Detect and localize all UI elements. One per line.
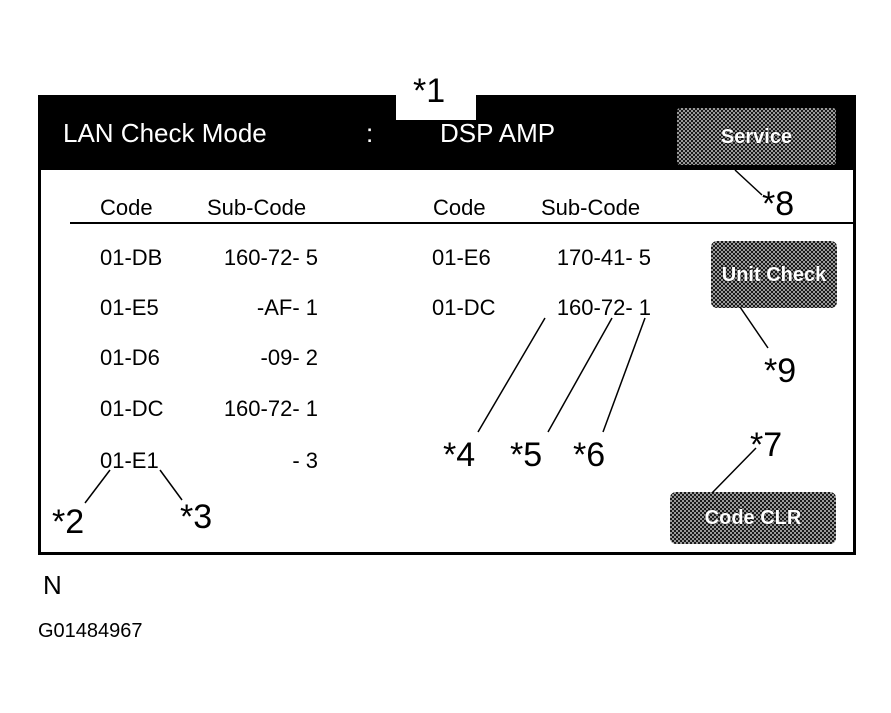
code-clr-button[interactable]: Code CLR (670, 492, 836, 544)
left-code-5: 01-E1 (100, 448, 159, 473)
callout-9: *9 (764, 352, 797, 390)
left-subcode-4: 160-72- 1 (223, 396, 318, 421)
col-subcode-right: Sub-Code (541, 195, 641, 220)
callout-8: *8 (762, 185, 795, 223)
callout-1: *1 (413, 72, 446, 110)
callout-3: *3 (180, 498, 213, 536)
header-divider (70, 222, 853, 224)
right-subcode-2: 160-72- 1 (556, 295, 651, 320)
leader-6 (602, 317, 646, 433)
callout-4: *4 (443, 436, 476, 474)
col-code-left: Code (100, 195, 153, 220)
leader-7 (711, 447, 757, 494)
left-subcode-3: -09- 2 (260, 345, 318, 370)
leader-5 (547, 317, 613, 433)
leader-9 (739, 306, 769, 349)
left-subcode-5: - 3 (292, 448, 318, 473)
right-code-2: 01-DC (432, 295, 496, 320)
title-separator: : (366, 118, 374, 148)
callout-7: *7 (750, 426, 783, 464)
orientation-label: N (43, 570, 62, 600)
unit-check-button[interactable]: Unit Check (711, 241, 837, 308)
leader-4 (477, 317, 546, 433)
col-code-right: Code (433, 195, 486, 220)
left-code-1: 01-DB (100, 245, 163, 270)
callout-2: *2 (52, 503, 85, 541)
mode-title: LAN Check Mode (63, 118, 267, 148)
figure-id: G01484967 (38, 620, 143, 642)
display-screen (38, 95, 856, 555)
right-subcode-1: 170-41- 5 (556, 245, 651, 270)
leader-8 (734, 169, 763, 196)
callout-notch (396, 90, 476, 120)
callout-5: *5 (510, 436, 543, 474)
left-code-2: 01-E5 (100, 295, 159, 320)
left-code-4: 01-DC (100, 396, 164, 421)
callout-6: *6 (573, 436, 606, 474)
unit-name: DSP AMP (440, 118, 556, 148)
leader-2 (84, 469, 111, 504)
left-subcode-2: -AF- 1 (256, 295, 318, 320)
left-code-3: 01-D6 (100, 345, 160, 370)
service-button[interactable]: Service (677, 108, 836, 165)
leader-3 (159, 469, 183, 501)
left-subcode-1: 160-72- 5 (223, 245, 318, 270)
col-subcode-left: Sub-Code (207, 195, 307, 220)
right-code-1: 01-E6 (432, 245, 491, 270)
